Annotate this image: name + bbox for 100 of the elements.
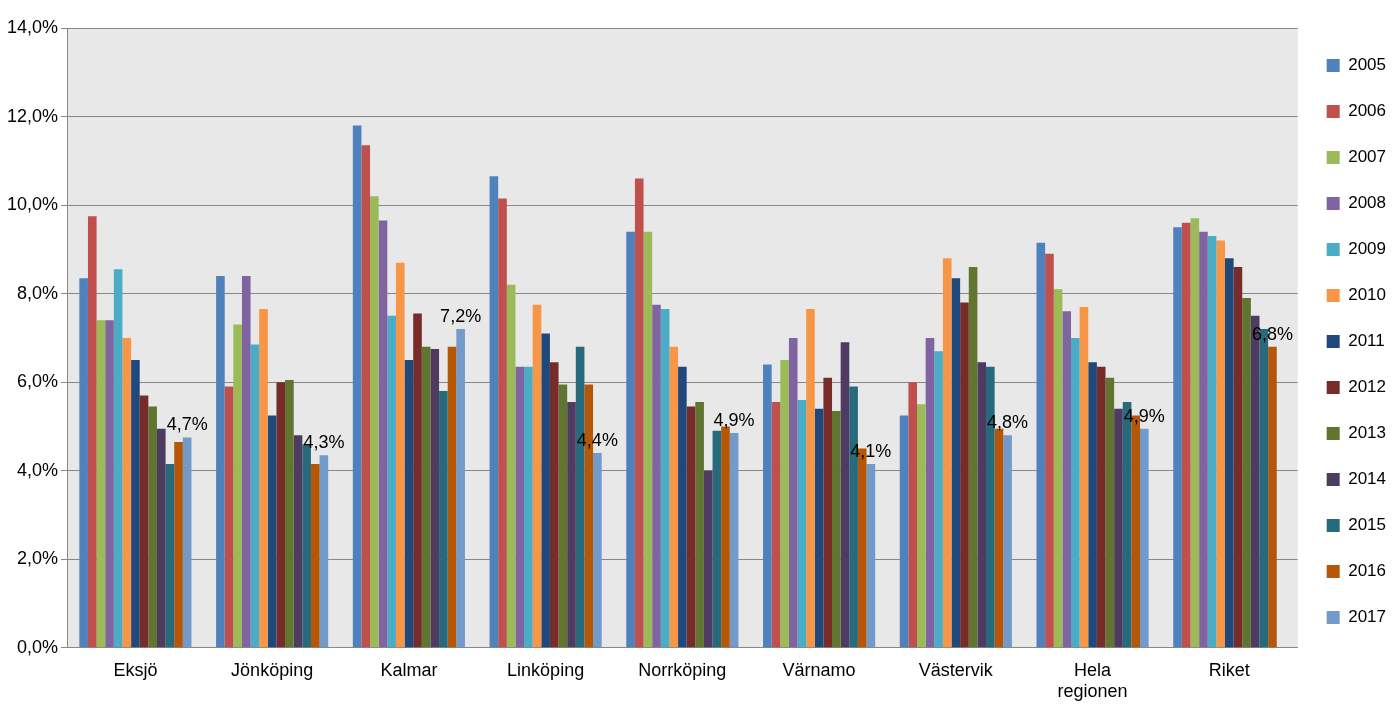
bar [105,320,114,648]
bar [1242,298,1251,648]
x-tick-label: Linköping [507,659,585,680]
bar [1181,222,1191,648]
bar [241,275,251,648]
bar [79,278,88,648]
legend-label: 2010 [1348,285,1387,305]
bar [925,337,935,648]
bar [558,384,568,648]
bar [977,362,987,648]
x-tick-label: Kalmar [380,659,438,680]
bar [660,309,670,648]
bar [515,366,525,648]
bar [113,269,123,648]
legend-label: 2016 [1348,561,1387,581]
bar [934,351,943,648]
data-label: 4,3% [303,432,345,453]
bar [1207,236,1217,648]
x-tick-label: Västervik [918,659,994,680]
bar [1216,240,1225,648]
y-tick-label: 4,0% [17,459,59,480]
bar [165,464,175,648]
x-tick-label: Norrköping [638,659,727,680]
bar [1225,258,1234,648]
x-tick-label: Jönköping [231,659,314,680]
bar [506,284,516,648]
bar [122,337,132,648]
bar [421,346,431,648]
y-tick-label: 2,0% [17,548,59,569]
bar [87,216,97,648]
bar [1140,428,1149,648]
bar [352,125,362,648]
bar [370,196,379,648]
bar [866,464,876,648]
bar [593,453,602,648]
bar [216,275,225,648]
bar [96,320,106,648]
bar [182,437,192,648]
bar [951,278,961,648]
bar [1173,227,1182,648]
bar [634,178,644,648]
bar [1268,346,1277,648]
bar [387,315,396,648]
bar [1105,377,1115,648]
bar [908,382,918,648]
legend-label: 2006 [1348,101,1387,121]
bar [524,366,533,648]
legend-label: 2013 [1348,423,1387,443]
bar [1071,337,1080,648]
bar [413,313,422,648]
bar [712,430,722,648]
y-tick-label: 0,0% [17,636,59,657]
bar [899,415,909,648]
bar [1062,311,1072,648]
bar [643,231,653,648]
legend-label: 2012 [1348,377,1387,397]
x-tick-label: Eksjö [113,659,158,680]
bar [626,231,635,648]
bar [1053,289,1063,648]
bar [695,402,704,648]
data-label: 4,9% [713,410,755,431]
bar [832,410,841,648]
bar [780,360,789,648]
bar [1114,408,1123,648]
bar [439,391,448,648]
bar [814,408,824,648]
bar [276,382,286,648]
bar [652,304,661,648]
y-tick-label: 8,0% [17,282,59,303]
bar [378,220,388,648]
x-tick-label: Riket [1208,659,1250,680]
x-tick-label: Hela regionen [1057,659,1128,702]
bar [1003,435,1012,648]
bar [1190,218,1200,648]
bar [1045,253,1054,648]
bar [763,364,772,648]
bar [319,455,329,648]
bar [703,470,713,648]
bar [131,360,140,648]
bar [1079,306,1089,648]
bar [840,342,850,648]
legend-label: 2008 [1348,193,1387,213]
legend-label: 2015 [1348,515,1387,535]
bar [1199,231,1208,648]
bar [456,329,465,648]
bar [806,309,815,648]
legend-label: 2007 [1348,147,1387,167]
bar [361,145,371,648]
bar [669,346,679,648]
bar [447,346,457,648]
legend-label: 2017 [1348,607,1387,627]
bar [404,360,414,648]
bar [678,366,687,648]
bar [224,386,234,648]
data-label: 4,7% [166,414,208,435]
bar [233,324,242,648]
bar [771,402,781,648]
bar [139,395,149,648]
bar [310,464,320,648]
y-tick-label: 6,0% [17,371,59,392]
